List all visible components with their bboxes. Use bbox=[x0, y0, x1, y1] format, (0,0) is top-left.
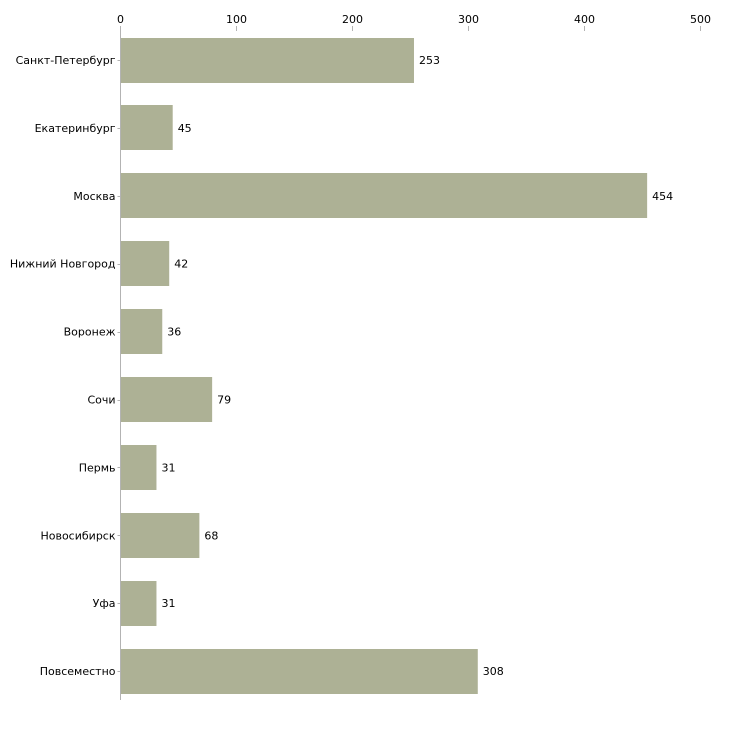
category-label: Новосибирск bbox=[40, 529, 115, 542]
value-label: 36 bbox=[167, 326, 181, 339]
value-label: 253 bbox=[419, 54, 440, 67]
value-label: 308 bbox=[483, 665, 504, 678]
value-label: 68 bbox=[204, 529, 218, 542]
category-label: Уфа bbox=[93, 597, 116, 610]
bar bbox=[120, 445, 157, 490]
bar bbox=[120, 649, 478, 694]
value-label: 45 bbox=[178, 122, 192, 135]
category-label: Санкт-Петербург bbox=[16, 54, 116, 67]
value-label: 42 bbox=[174, 258, 188, 271]
x-tick-label: 0 bbox=[117, 13, 124, 26]
category-label: Нижний Новгород bbox=[10, 258, 116, 271]
value-label: 31 bbox=[161, 461, 175, 474]
value-label: 454 bbox=[652, 190, 673, 203]
axes-layer bbox=[117, 26, 701, 700]
x-tick-label: 100 bbox=[226, 13, 247, 26]
category-label: Воронеж bbox=[64, 326, 116, 339]
bars-layer bbox=[120, 38, 648, 694]
value-label: 79 bbox=[217, 394, 231, 407]
category-label: Повсеместно bbox=[40, 665, 116, 678]
bar bbox=[120, 38, 414, 83]
bar bbox=[120, 513, 200, 558]
bar bbox=[120, 309, 163, 354]
bar bbox=[120, 377, 213, 422]
x-tick-label: 500 bbox=[690, 13, 711, 26]
bar bbox=[120, 173, 648, 218]
value-label: 31 bbox=[161, 597, 175, 610]
category-label: Екатеринбург bbox=[35, 122, 116, 135]
x-tick-label: 400 bbox=[574, 13, 595, 26]
category-label: Пермь bbox=[79, 461, 116, 474]
bar bbox=[120, 581, 157, 626]
bar bbox=[120, 105, 173, 150]
labels-layer: 0 100 200 300 400 500 Санкт-Петербург 253 Екатер… bbox=[10, 13, 711, 678]
x-tick-label: 200 bbox=[342, 13, 363, 26]
category-label: Москва bbox=[73, 190, 115, 203]
bar bbox=[120, 241, 170, 286]
category-label: Сочи bbox=[87, 394, 115, 407]
x-tick-label: 300 bbox=[458, 13, 479, 26]
